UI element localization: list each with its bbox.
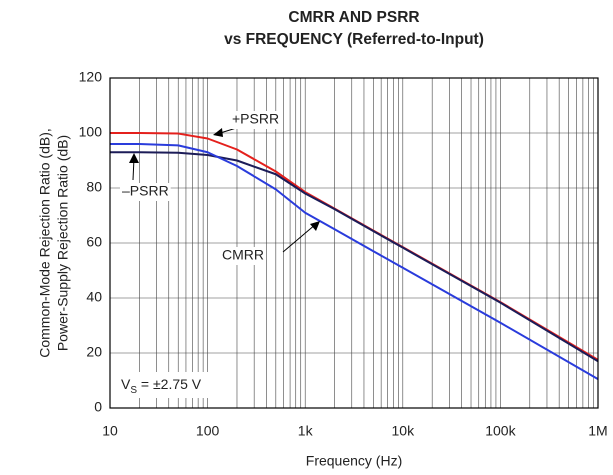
annotation-part: S	[130, 385, 137, 396]
y-tick-label: 20	[86, 344, 102, 360]
y-tick-label: 40	[86, 289, 102, 305]
label-bg	[120, 183, 171, 201]
chart-title: CMRR AND PSRR	[288, 9, 419, 26]
x-tick-label: 10	[102, 423, 118, 439]
arrow	[282, 223, 317, 253]
annotation-part: = ±2.75 V	[137, 376, 202, 392]
series-label: +PSRR	[232, 111, 279, 127]
annotation-part: V	[121, 376, 131, 392]
label-bg	[230, 111, 282, 129]
series-label: CMRR	[222, 247, 264, 263]
arrowhead	[129, 153, 139, 163]
annotation-box	[117, 372, 231, 398]
grid	[109, 77, 599, 409]
x-axis-label: Frequency (Hz)	[306, 453, 402, 469]
y-tick-label: 0	[94, 399, 102, 415]
lines	[110, 132, 599, 380]
series-line	[110, 132, 599, 361]
series-line	[110, 151, 599, 363]
x-tick-label: 1k	[298, 423, 314, 439]
y-axis-label: Common-Mode Rejection Ratio (dB),	[37, 128, 53, 358]
x-tick-label: 100	[196, 423, 220, 439]
chart-title: vs FREQUENCY (Referred-to-Input)	[224, 31, 484, 48]
y-axis-label: Power-Supply Rejection Ratio (dB)	[55, 135, 71, 351]
series-label: –PSRR	[122, 183, 169, 199]
x-tick-label: 10k	[392, 423, 416, 439]
y-tick-label: 60	[86, 234, 102, 250]
annotations	[117, 124, 320, 398]
plot-frame	[109, 77, 599, 409]
y-tick-label: 80	[86, 179, 102, 195]
x-tick-label: 1M	[588, 423, 607, 439]
x-tick-label: 100k	[485, 423, 516, 439]
y-tick-label: 100	[79, 124, 103, 140]
series-line	[110, 143, 599, 380]
arrowhead	[310, 221, 320, 231]
y-tick-label: 120	[79, 69, 103, 85]
annotation: VS = ±2.75 V	[121, 376, 202, 396]
label-bg	[220, 247, 266, 265]
arrowhead	[213, 128, 223, 137]
